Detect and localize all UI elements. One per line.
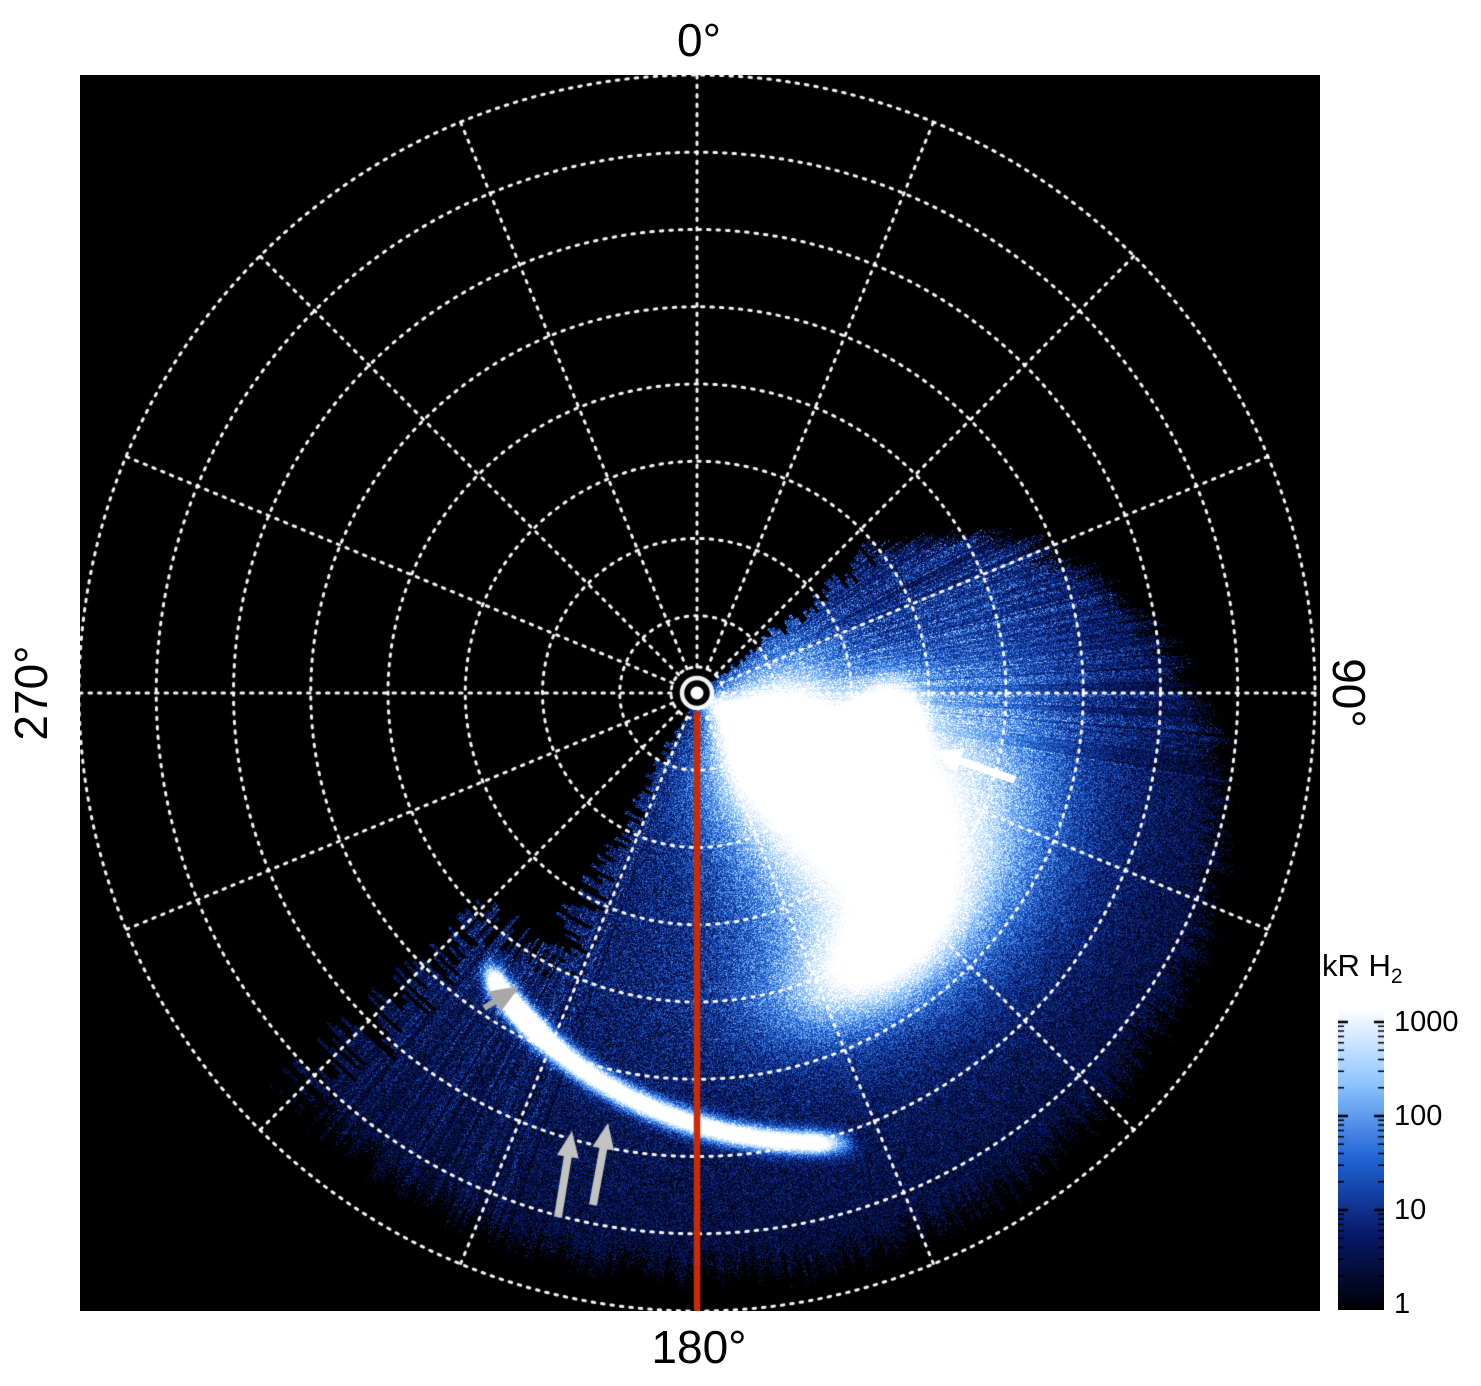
angle-label-90: 90°	[1323, 658, 1375, 728]
colorbar-tick-1000: 1000	[1394, 1006, 1459, 1038]
colorbar-title: kR H2	[1322, 948, 1403, 989]
angle-label-270: 270°	[5, 645, 57, 741]
colorbar-title-text: kR H	[1322, 948, 1391, 983]
colorbar-tick-1: 1	[1394, 1288, 1411, 1320]
angle-label-180: 180°	[651, 1321, 747, 1373]
polar-plot-area	[80, 75, 1320, 1311]
angle-label-0: 0°	[677, 14, 721, 66]
colorbar-title-subscript: 2	[1390, 965, 1403, 989]
aurora-polar-map	[80, 75, 1320, 1311]
colorbar-tick-100: 100	[1394, 1100, 1443, 1132]
colorbar-tick-10: 10	[1394, 1194, 1427, 1226]
colorbar	[1338, 1008, 1384, 1310]
